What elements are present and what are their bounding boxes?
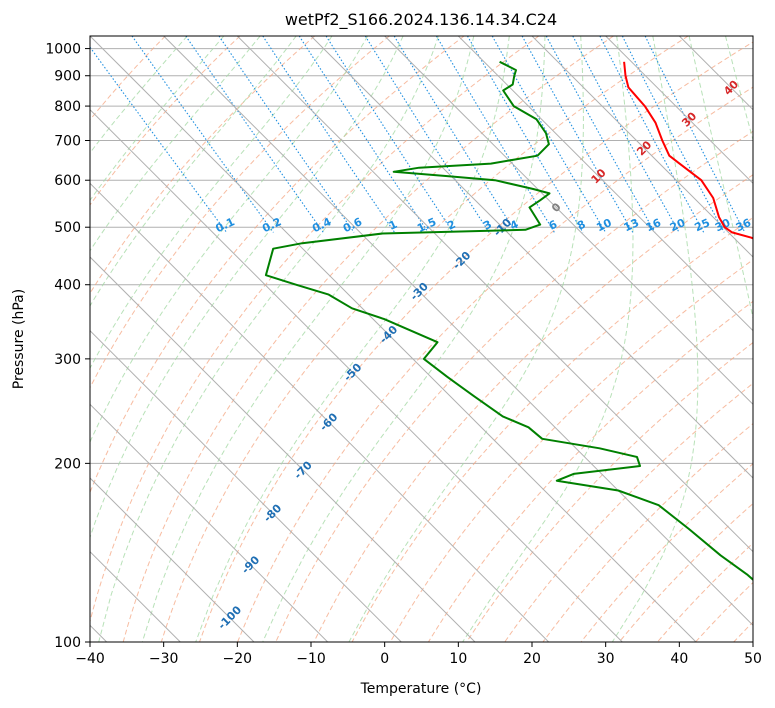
mixing-ratio-line <box>467 36 584 233</box>
moist-adiabat-line <box>90 36 404 539</box>
dry-adiabat-line <box>466 341 753 642</box>
x-tick-label: 20 <box>523 651 541 667</box>
y-tick-label: 400 <box>54 278 81 294</box>
plot-area: 0.1 0.2 0.4 0.6 1 1.5 2 3 4 6 8 10 13 16 20 25 30 36-100-… <box>90 36 754 642</box>
isotherms <box>90 36 753 642</box>
moist-adiabat-line <box>725 36 753 142</box>
isotherm-line <box>90 403 329 642</box>
mixing-ratio-label: 20 <box>668 216 688 234</box>
dry-adiabats <box>90 36 753 642</box>
x-axis-label: Temperature (°C) <box>360 681 482 697</box>
dry-adiabat-line <box>160 36 689 642</box>
mixing-ratio-label: 13 <box>622 216 641 234</box>
dry-adiabat-line <box>351 216 753 642</box>
pressure-grid <box>90 48 753 642</box>
mixing-ratio-line <box>572 36 680 233</box>
y-tick-label: 800 <box>54 99 81 115</box>
chart-title: wetPf2_S166.2024.136.14.34.C24 <box>285 10 557 30</box>
dry-adiabat-line <box>313 174 753 642</box>
moist-adiabat-line <box>98 36 439 642</box>
moist-adiabat-line <box>688 36 753 321</box>
dry-adiabat-line <box>90 36 390 389</box>
mixing-ratio-label: 25 <box>693 216 712 234</box>
mixing-ratio-line <box>131 36 274 233</box>
isotherm-line <box>531 36 753 258</box>
x-tick-label: −30 <box>149 651 179 667</box>
mixing-ratio-line <box>364 36 490 233</box>
moist-adiabat-line <box>90 36 333 370</box>
x-tick-label: 10 <box>449 651 467 667</box>
isotherm-line <box>90 36 697 642</box>
y-tick-label: 600 <box>54 173 81 189</box>
profile-series <box>264 60 753 581</box>
y-tick-label: 900 <box>54 69 81 85</box>
moist-adiabat-line <box>462 36 634 642</box>
isotherm-line <box>90 182 550 642</box>
isotherm-line <box>90 256 476 642</box>
x-axis: −40 −30 −20 −10 0 10 20 30 40 50 <box>75 642 762 667</box>
isotherm-line <box>236 36 753 553</box>
moist-adiabat-line <box>348 36 584 642</box>
isotherm-line <box>384 36 753 406</box>
mixing-ratio-line <box>262 36 396 233</box>
y-tick-label: 100 <box>54 635 81 651</box>
isotherm-line <box>457 36 753 332</box>
dry-adiabat-line <box>580 463 753 642</box>
dry-adiabat-line <box>504 382 753 642</box>
mixing-ratio-line <box>325 36 454 233</box>
dry-adiabat-line <box>275 130 753 642</box>
y-axis: 1000 900 800 700 600 500 400 300 200 100 <box>45 42 90 651</box>
moist-adiabat-line <box>611 36 699 642</box>
isotherm-line <box>90 108 623 642</box>
isotherm-line <box>163 36 753 627</box>
dry-adiabat-line <box>122 36 614 642</box>
mixing-ratio-line <box>545 36 656 233</box>
x-tick-label: −20 <box>223 651 253 667</box>
y-tick-label: 500 <box>54 220 81 236</box>
y-tick-label: 300 <box>54 352 81 368</box>
y-tick-label: 200 <box>54 456 81 472</box>
moist-adiabat-line <box>195 36 510 642</box>
mixing-ratio-line <box>521 36 634 233</box>
isotherm-line <box>310 36 753 479</box>
dry-adiabat-line <box>90 36 465 494</box>
mixing-ratio-label: 10 <box>594 216 614 234</box>
dry-adiabat-line <box>237 86 753 642</box>
mixing-ratio-line <box>298 36 429 233</box>
mixing-ratio-label: 36 <box>734 216 754 234</box>
y-tick-label: 700 <box>54 133 81 149</box>
x-tick-label: 0 <box>380 651 389 667</box>
mixing-ratio-line <box>90 46 228 233</box>
isotherm-line <box>90 477 255 642</box>
isotherm-line <box>90 329 402 642</box>
y-tick-label: 1000 <box>45 42 81 58</box>
mixing-ratio-line <box>218 36 355 233</box>
mixing-ratio-label: 16 <box>644 216 664 234</box>
dry-adiabat-line <box>90 36 316 295</box>
x-tick-label: −10 <box>296 651 326 667</box>
dry-adiabat-line <box>427 300 753 642</box>
x-tick-label: 30 <box>597 651 615 667</box>
x-tick-label: 40 <box>670 651 688 667</box>
moist-adiabat-line <box>262 36 546 642</box>
moist-adiabat-line <box>90 36 297 307</box>
moist-adiabat-line <box>90 36 369 444</box>
dry-adiabat-line <box>90 36 241 206</box>
x-tick-label: −40 <box>75 651 105 667</box>
dewpoint-profile-line <box>264 60 753 581</box>
moist-adiabat-line <box>90 36 188 154</box>
isotherm-line <box>605 36 753 185</box>
y-axis-label: Pressure (hPa) <box>11 289 27 389</box>
temperature-profile-line <box>623 61 753 240</box>
moist-adiabat-line <box>90 36 261 252</box>
x-tick-label: 50 <box>744 651 762 667</box>
moist-adiabat-line <box>90 36 225 202</box>
plot-frame <box>89 35 754 643</box>
mixing-ratio-line <box>185 36 324 233</box>
dry-adiabat-line <box>90 36 540 624</box>
